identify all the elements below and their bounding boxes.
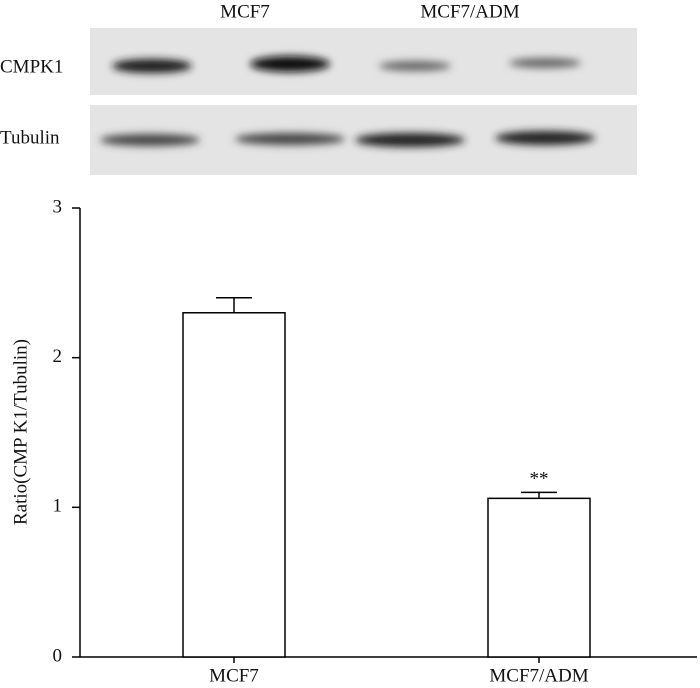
y-axis-label: Ratio(CMP K1/Tubulin) [10,339,31,525]
blot-column-label: MCF7/ADM [420,1,519,22]
error-bar [216,297,252,313]
y-tick-label: 2 [53,346,63,367]
blot-row-label: CMPK1 [0,56,63,77]
blot-cmpk1 [90,28,637,95]
bar [182,312,286,658]
y-tick-label: 3 [53,196,63,217]
blot-tubulin [90,105,637,175]
x-tick-label: MCF7/ADM [489,665,588,686]
x-tick-label: MCF7 [209,665,259,686]
y-tick-label: 1 [53,496,63,517]
significance-label: ** [530,469,549,490]
blot-column-label: MCF7 [220,1,270,22]
blot-row-label: Tubulin [0,127,60,148]
error-bar [521,491,557,499]
bar [487,497,591,658]
y-tick-label: 0 [53,645,63,666]
